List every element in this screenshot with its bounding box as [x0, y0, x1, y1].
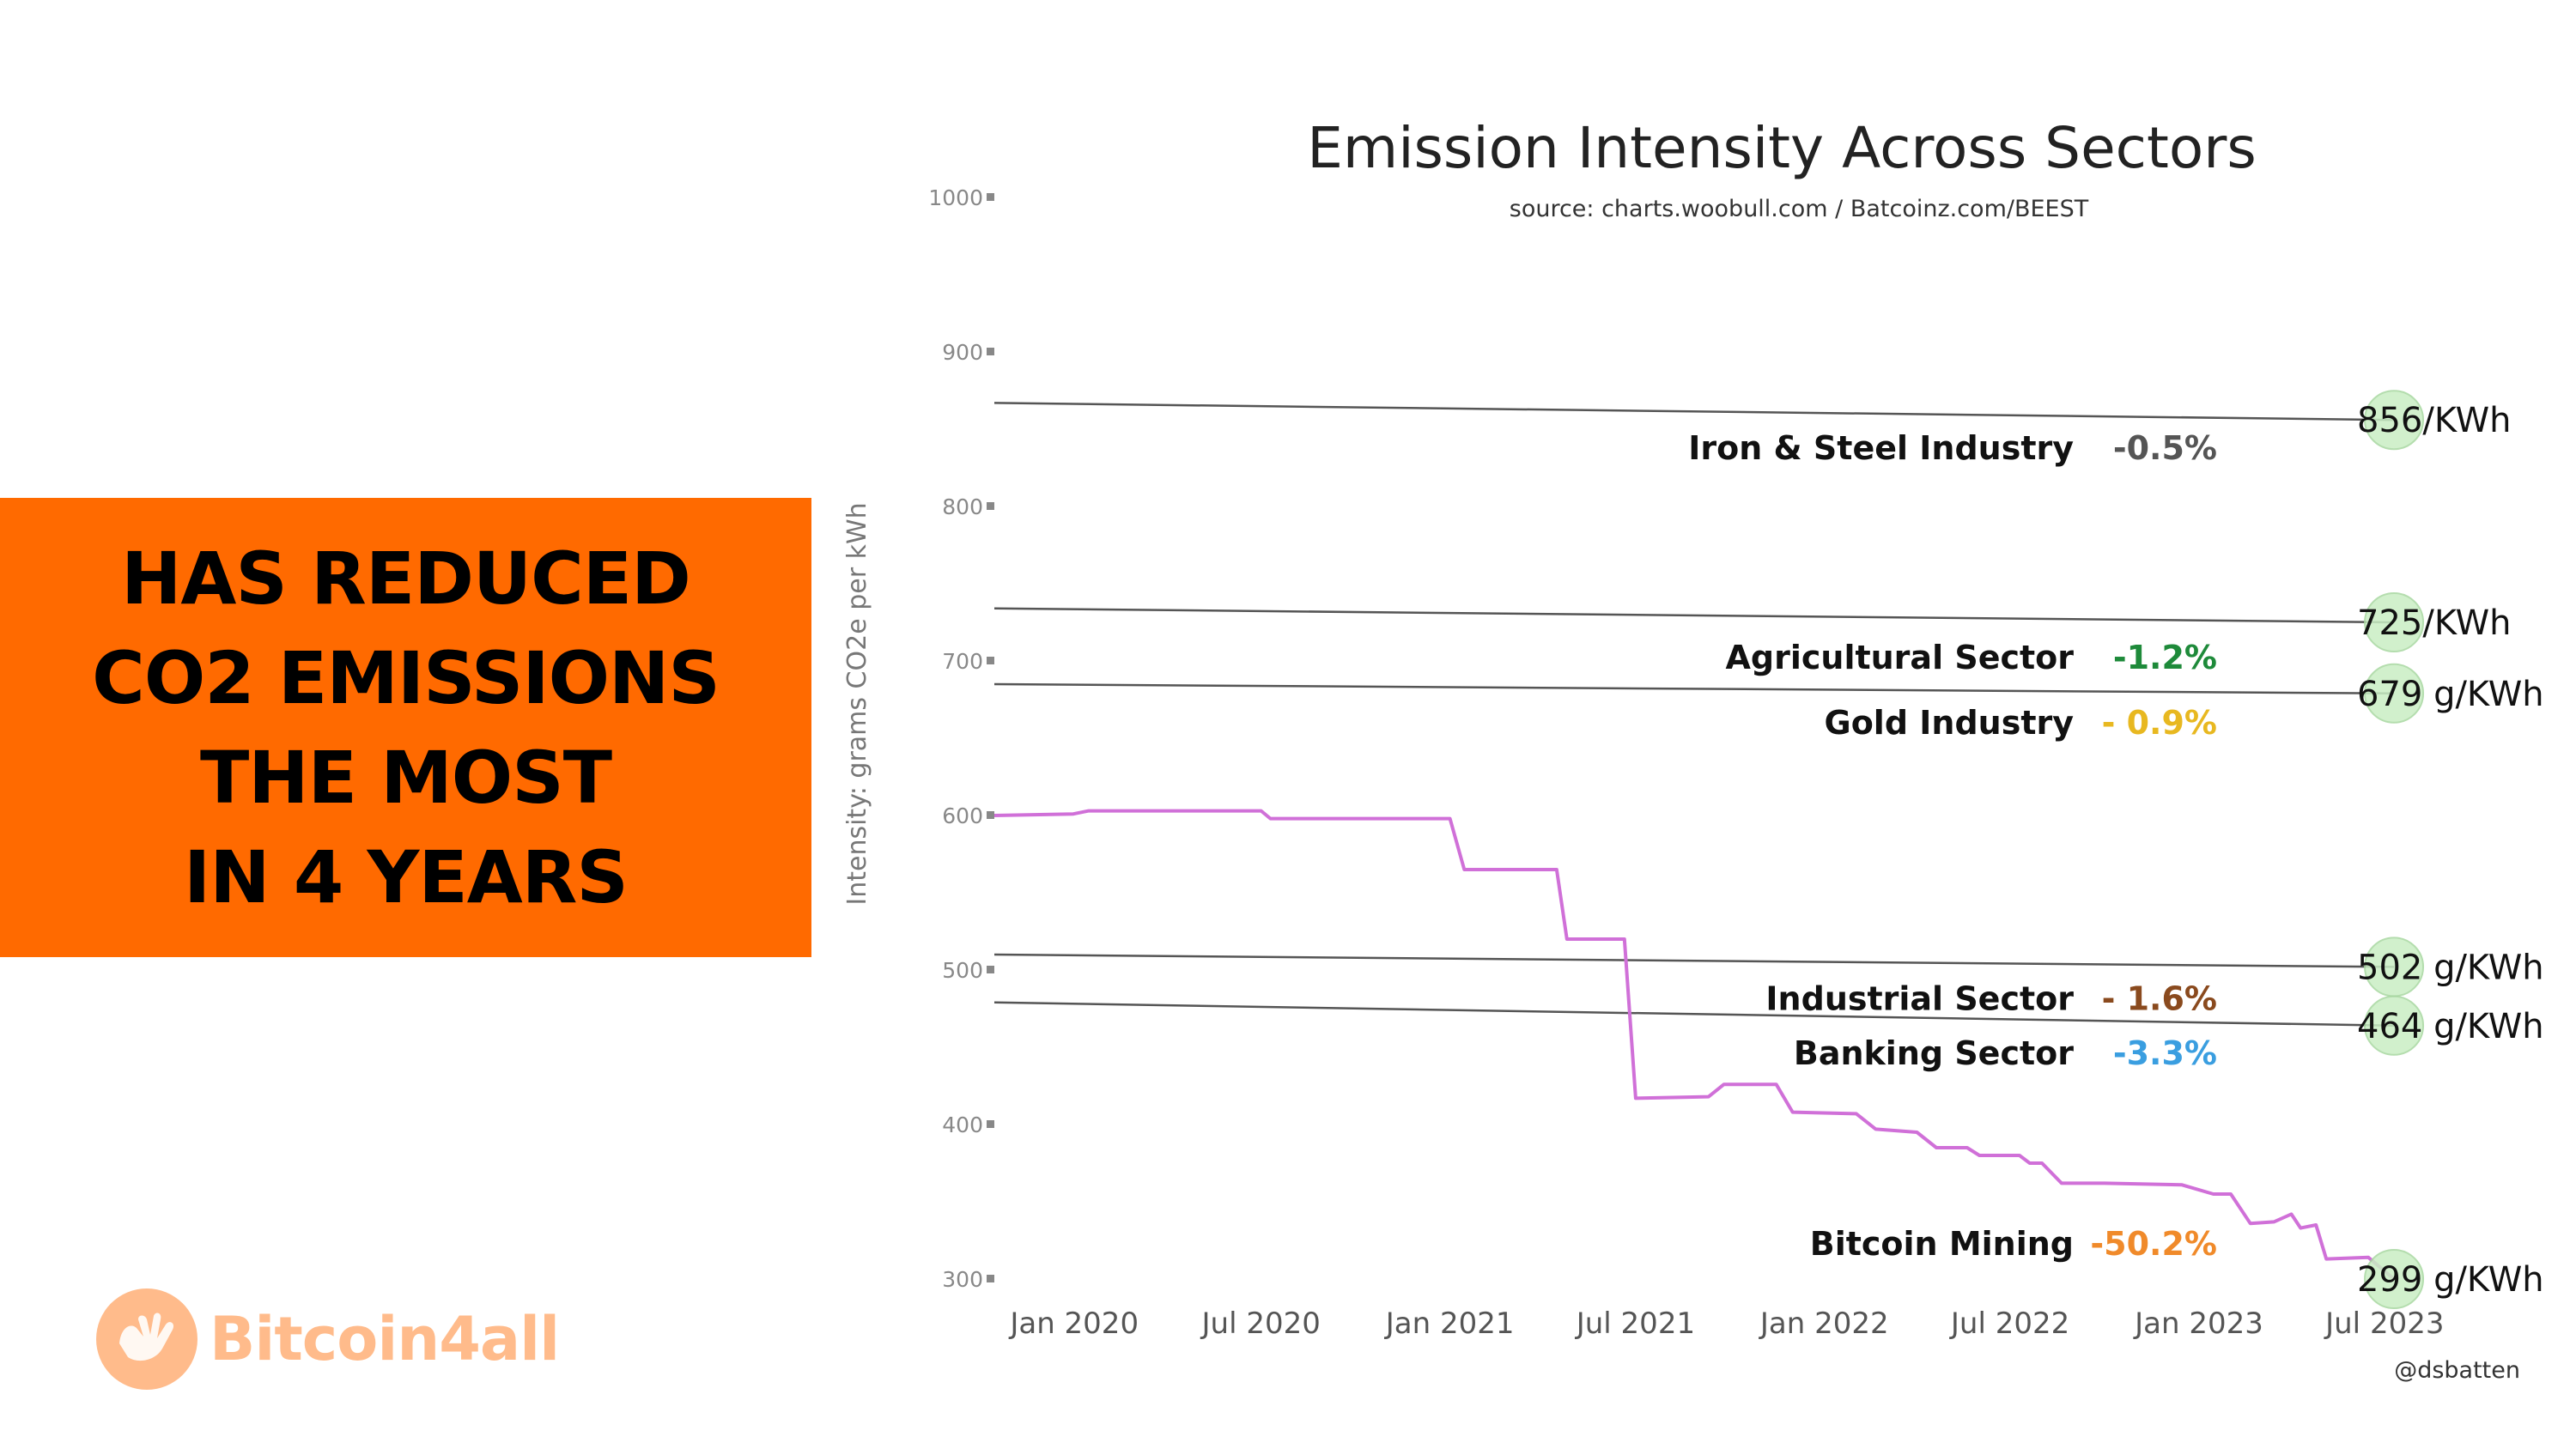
- y-tick-mark: [987, 657, 994, 664]
- y-tick-label: 700: [942, 649, 983, 674]
- series-line: [993, 953, 2395, 968]
- sector-label: Banking Sector: [1794, 1034, 2074, 1072]
- sector-label: Bitcoin Mining: [1810, 1225, 2074, 1263]
- series-line: [993, 607, 2395, 624]
- end-marker: [2364, 592, 2425, 652]
- y-tick-label: 600: [942, 803, 983, 828]
- end-marker: [2364, 1249, 2425, 1309]
- chart-title: Emission Intensity Across Sectors: [1307, 115, 2257, 181]
- y-tick-label: 800: [942, 494, 983, 519]
- change-label: -50.2%: [2090, 1225, 2217, 1263]
- x-axis: Jan 2020 Jul 2020 Jan 2021 Jul 2021 Jan 2022…: [1008, 1307, 2444, 1341]
- y-tick-mark: [987, 1120, 994, 1128]
- end-marker: [2364, 663, 2425, 724]
- y-tick-label: 300: [942, 1267, 983, 1292]
- y-tick-mark: [987, 348, 994, 355]
- brand-logo: Bitcoin4all: [96, 1288, 560, 1391]
- y-tick-label: 900: [942, 340, 983, 365]
- end-marker: [2364, 390, 2425, 451]
- y-tick-mark: [987, 193, 994, 201]
- x-tick-label: Jul 2021: [1575, 1307, 1695, 1341]
- change-label: - 1.6%: [2102, 979, 2217, 1017]
- change-label: -3.3%: [2113, 1034, 2217, 1072]
- y-tick-mark: [987, 811, 994, 819]
- series-line: [993, 402, 2395, 421]
- series-line: [993, 1001, 2395, 1028]
- y-tick-mark: [987, 1275, 994, 1282]
- series-lines: [993, 390, 2425, 1309]
- x-tick-label: Jan 2023: [2133, 1307, 2263, 1341]
- sector-label: Gold Industry: [1825, 704, 2075, 742]
- x-tick-label: Jul 2022: [1949, 1307, 2069, 1341]
- chart-subtitle: source: charts.woobull.com / Batcoinz.co…: [1510, 196, 2089, 222]
- headline-line: CO2 EMISSIONS: [92, 635, 720, 720]
- sector-label: Agricultural Sector: [1725, 639, 2074, 676]
- y-tick-label: 500: [942, 958, 983, 983]
- end-value-label: 679 g/KWh: [2357, 675, 2544, 714]
- end-value-label: 856/KWh: [2357, 401, 2512, 440]
- series-line: [993, 809, 2396, 1281]
- y-tick-mark: [987, 502, 994, 510]
- hands-icon: [96, 1288, 197, 1390]
- x-tick-label: Jan 2022: [1759, 1307, 1889, 1341]
- headline-line: THE MOST: [199, 735, 612, 820]
- end-marker: [2364, 995, 2425, 1056]
- change-label: -0.5%: [2113, 429, 2217, 467]
- end-value-label: 299 g/KWh: [2357, 1260, 2544, 1300]
- brand-name: Bitcoin4all: [210, 1304, 560, 1374]
- headline-line: HAS REDUCED: [121, 536, 691, 621]
- x-tick-label: Jul 2020: [1200, 1307, 1321, 1341]
- change-label: - 0.9%: [2102, 704, 2217, 742]
- x-tick-label: Jul 2023: [2324, 1307, 2444, 1341]
- x-tick-label: Jan 2020: [1008, 1307, 1139, 1341]
- end-value-label: 725/KWh: [2357, 603, 2512, 643]
- series-line: [993, 682, 2395, 695]
- chart-credit: @dsbatten: [2394, 1357, 2520, 1384]
- y-axis-label: Intensity: grams CO2e per kWh: [842, 502, 872, 905]
- sector-label: Iron & Steel Industry: [1688, 429, 2074, 467]
- y-tick-mark: [987, 966, 994, 973]
- headline-line: IN 4 YEARS: [184, 834, 629, 919]
- y-axis: 1000 900 800 700 600 500 400 300: [928, 185, 994, 1292]
- y-tick-label: 1000: [928, 185, 983, 210]
- sector-label: Industrial Sector: [1765, 979, 2074, 1017]
- end-value-label: 502 g/KWh: [2357, 948, 2544, 987]
- y-tick-label: 400: [942, 1113, 983, 1137]
- end-value-label: 464 g/KWh: [2357, 1007, 2544, 1046]
- x-tick-label: Jan 2021: [1384, 1307, 1515, 1341]
- series-labels: 856/KWh Iron & Steel Industry -0.5% 725/KWh…: [1688, 401, 2543, 1300]
- change-label: -1.2%: [2113, 639, 2217, 676]
- headline-banner: HAS REDUCED CO2 EMISSIONS THE MOST IN 4 …: [0, 498, 811, 957]
